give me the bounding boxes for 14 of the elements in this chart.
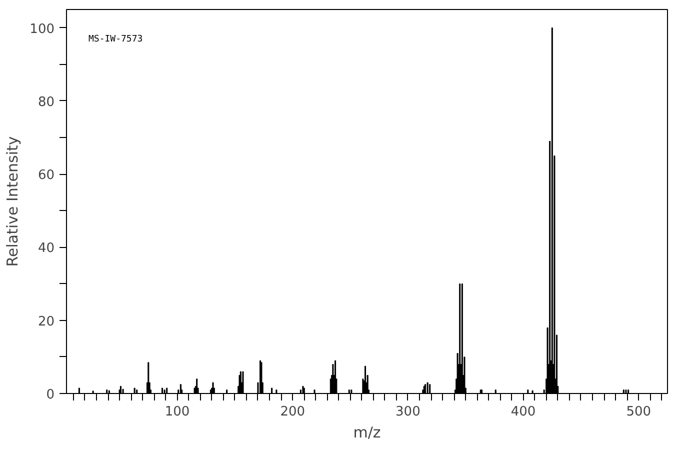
- x-tick-label: 500: [626, 404, 652, 420]
- x-tick-label: 100: [164, 404, 190, 420]
- y-tick-label: 60: [38, 168, 55, 184]
- x-tick-label: 200: [280, 404, 306, 420]
- annotation: MS-IW-7573: [88, 34, 143, 44]
- y-tick-label: 100: [30, 22, 55, 37]
- y-tick-label: 40: [38, 241, 55, 256]
- x-tick-label: 300: [396, 404, 420, 420]
- y-tick-label: 20: [38, 314, 55, 330]
- y-axis-title: Relative Intensity: [4, 136, 22, 267]
- x-axis-title: m/z: [353, 424, 381, 442]
- y-tick-label: 0: [46, 388, 55, 402]
- x-tick-label: 400: [510, 404, 536, 420]
- y-tick-label: 80: [38, 94, 55, 110]
